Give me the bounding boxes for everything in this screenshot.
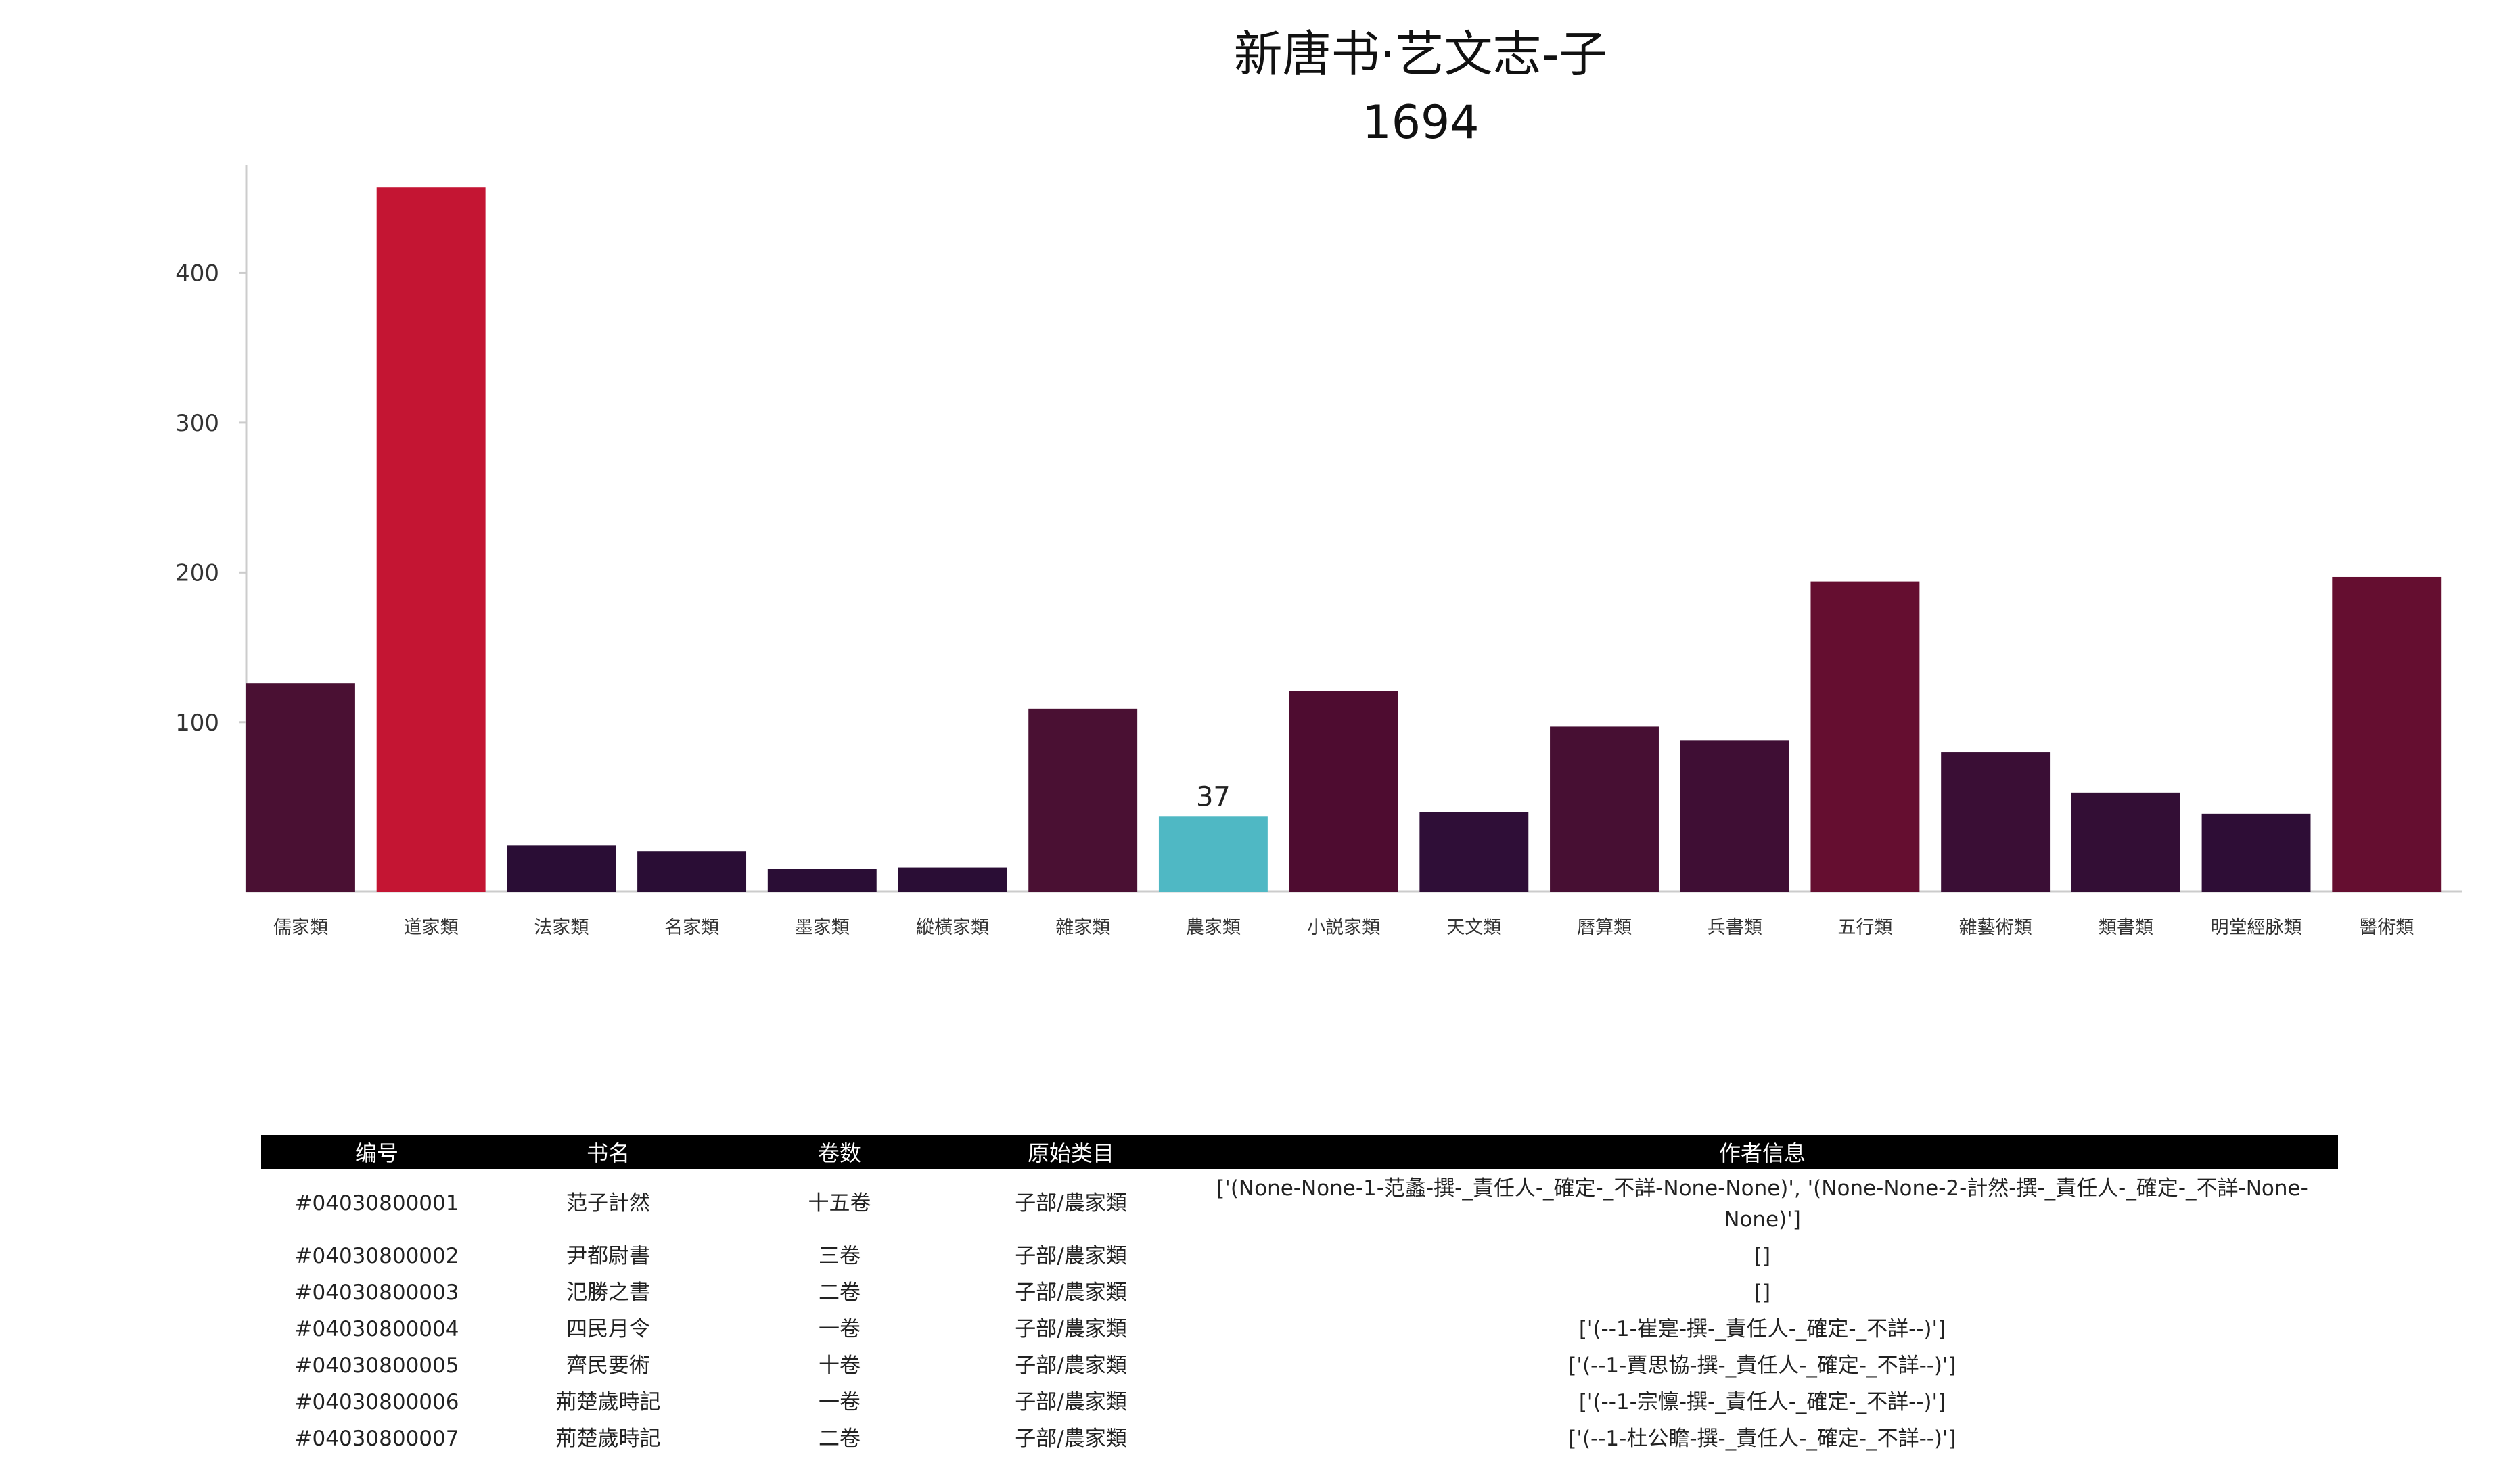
bar-6[interactable] bbox=[898, 867, 1007, 892]
x-tick-label: 雜藝術類 bbox=[1959, 917, 2032, 938]
x-tick-label: 曆算類 bbox=[1577, 917, 1632, 938]
x-tick-label: 縱橫家類 bbox=[916, 917, 989, 938]
table-cell: 十五卷 bbox=[808, 1191, 871, 1216]
table-cell: 范子計然 bbox=[566, 1191, 650, 1216]
table-cell: 子部/農家類 bbox=[1015, 1427, 1127, 1451]
table-cell: 子部/農家類 bbox=[1015, 1191, 1127, 1216]
table-row: #04030800001 范子計然 十五卷 子部/農家類 ['(None-None-1-… bbox=[261, 1169, 2338, 1238]
bar-1[interactable] bbox=[246, 683, 355, 892]
table-cell: 子部/農家類 bbox=[1015, 1244, 1127, 1268]
table-row: #04030800007 荊楚歲時記 二卷 子部/農家類 ['(--1-杜公瞻-撰-_責… bbox=[261, 1420, 2338, 1457]
table-cell: 尹都尉書 bbox=[566, 1244, 650, 1268]
bar-11[interactable] bbox=[1550, 726, 1659, 892]
x-tick-label: 道家類 bbox=[404, 917, 459, 938]
x-tick-label: 農家類 bbox=[1186, 917, 1241, 938]
table-cell: #04030800006 bbox=[294, 1390, 459, 1414]
x-tick-label: 法家類 bbox=[534, 917, 589, 938]
x-tick-label: 兵書類 bbox=[1708, 917, 1762, 938]
x-tick-label: 明堂經脉類 bbox=[2211, 917, 2302, 938]
table-cell: ['(--1-崔寔-撰-_責任人-_確定-_不詳--)'] bbox=[1578, 1317, 1946, 1341]
bars bbox=[246, 187, 2442, 892]
table-row: #04030800002 尹都尉書 三卷 子部/農家類 [] bbox=[261, 1238, 2338, 1274]
table-cell: ['(--1-杜公瞻-撰-_責任人-_確定-_不詳--)'] bbox=[1568, 1427, 1956, 1451]
bar-5[interactable] bbox=[767, 869, 877, 892]
y-tick-label: 400 bbox=[175, 260, 219, 287]
chart-subtitle: 1694 bbox=[1362, 96, 1480, 149]
x-tick-label: 五行類 bbox=[1837, 917, 1892, 938]
table-cell: 二卷 bbox=[819, 1427, 861, 1451]
x-tick-label: 墨家類 bbox=[795, 917, 850, 938]
bar-7[interactable] bbox=[1028, 708, 1138, 892]
table-header-cell: 编号 bbox=[354, 1140, 398, 1166]
chart-title: 新唐书·艺文志-子 bbox=[1233, 26, 1608, 83]
table-cell: 子部/農家類 bbox=[1015, 1317, 1127, 1341]
table-header-cell: 原始类目 bbox=[1027, 1140, 1114, 1166]
table-cell: 三卷 bbox=[819, 1244, 861, 1268]
table-cell: #04030800001 bbox=[294, 1191, 459, 1216]
y-axis-ticks: 100 200 300 400 bbox=[175, 260, 246, 737]
data-labels: 37 bbox=[1196, 781, 1231, 812]
x-tick-label: 天文類 bbox=[1446, 917, 1501, 938]
y-tick-label: 100 bbox=[175, 710, 219, 737]
bar-8[interactable] bbox=[1158, 816, 1268, 892]
table-cell: 一卷 bbox=[819, 1317, 861, 1341]
data-label: 37 bbox=[1196, 781, 1231, 812]
bar-9[interactable] bbox=[1289, 691, 1398, 892]
bar-chart: 100 200 300 400 儒家類 道家類 法家類 名家類 墨家類 縱橫家類 雜家類 農家類 小説… bbox=[175, 165, 2462, 938]
table-row: #04030800005 齊民要術 十卷 子部/農家類 ['(--1-賈思協-撰-_責任… bbox=[261, 1347, 2338, 1384]
table-cell: ['(None-None-1-范蠡-撰-_責任人-_確定-_不詳-None-No… bbox=[1216, 1176, 2308, 1232]
bar-13[interactable] bbox=[1810, 581, 1920, 892]
table-cell: [] bbox=[1754, 1280, 1771, 1305]
table-header-row: 编号 书名 卷数 原始类目 作者信息 bbox=[261, 1135, 2338, 1169]
bar-4[interactable] bbox=[637, 851, 747, 892]
table-cell: ['(--1-賈思協-撰-_責任人-_確定-_不詳--)'] bbox=[1568, 1354, 1956, 1378]
y-tick-label: 200 bbox=[175, 559, 219, 586]
table-body: #04030800001 范子計然 十五卷 子部/農家類 ['(None-None-1-… bbox=[261, 1169, 2338, 1457]
x-tick-label: 類書類 bbox=[2099, 917, 2153, 938]
table-cell: #04030800003 bbox=[294, 1280, 459, 1305]
bar-10[interactable] bbox=[1419, 812, 1529, 892]
x-tick-label: 雜家類 bbox=[1055, 917, 1110, 938]
table-row: #04030800006 荊楚歲時記 一卷 子部/農家類 ['(--1-宗懔-撰-_責任… bbox=[261, 1384, 2338, 1420]
x-axis-tick-labels: 儒家類 道家類 法家類 名家類 墨家類 縱橫家類 雜家類 農家類 小説家類 天文類 曆算類 兵書類 五行… bbox=[273, 917, 2414, 938]
table-cell: 齊民要術 bbox=[566, 1354, 650, 1378]
records-table: 编号 书名 卷数 原始类目 作者信息 #04030800001 范子計然 十五卷 子部/農家類… bbox=[261, 1135, 2338, 1457]
bar-2[interactable] bbox=[376, 187, 486, 892]
table-cell: #04030800007 bbox=[294, 1427, 459, 1451]
bar-17[interactable] bbox=[2332, 576, 2442, 892]
bar-14[interactable] bbox=[1941, 752, 2051, 892]
table-header-cell: 作者信息 bbox=[1718, 1140, 1806, 1166]
bar-15[interactable] bbox=[2071, 792, 2180, 892]
table-header-cell: 书名 bbox=[586, 1140, 630, 1166]
x-tick-label: 名家類 bbox=[664, 917, 719, 938]
table-cell: #04030800002 bbox=[294, 1244, 459, 1268]
x-tick-label: 小説家類 bbox=[1307, 917, 1380, 938]
table-row: #04030800003 氾勝之書 二卷 子部/農家類 [] bbox=[261, 1274, 2338, 1311]
x-tick-label: 醫術類 bbox=[2359, 917, 2414, 938]
table-cell: 荊楚歲時記 bbox=[555, 1427, 661, 1451]
bar-3[interactable] bbox=[507, 845, 616, 892]
x-tick-label: 儒家類 bbox=[273, 917, 328, 938]
table-cell: ['(--1-宗懔-撰-_責任人-_確定-_不詳--)'] bbox=[1578, 1390, 1946, 1414]
table-cell: 子部/農家類 bbox=[1015, 1390, 1127, 1414]
table-row: #04030800004 四民月令 一卷 子部/農家類 ['(--1-崔寔-撰-_責任人… bbox=[261, 1311, 2338, 1347]
table-cell: 荊楚歲時記 bbox=[555, 1390, 661, 1414]
table-header-cell: 卷数 bbox=[817, 1140, 861, 1166]
table-cell: 子部/農家類 bbox=[1015, 1354, 1127, 1378]
table-cell: #04030800005 bbox=[294, 1354, 459, 1378]
table-cell: 一卷 bbox=[819, 1390, 861, 1414]
table-cell: 二卷 bbox=[819, 1280, 861, 1305]
table-cell: #04030800004 bbox=[294, 1317, 459, 1341]
records-table-container: 编号 书名 卷数 原始类目 作者信息 #04030800001 范子計然 十五卷 子部/農家類… bbox=[261, 1135, 2338, 1457]
bar-12[interactable] bbox=[1680, 740, 1789, 892]
table-cell: [] bbox=[1754, 1244, 1771, 1268]
y-tick-label: 300 bbox=[175, 410, 219, 437]
table-cell: 子部/農家類 bbox=[1015, 1280, 1127, 1305]
bar-16[interactable] bbox=[2201, 813, 2311, 892]
table-cell: 氾勝之書 bbox=[566, 1280, 650, 1305]
table-cell: 四民月令 bbox=[566, 1317, 650, 1341]
table-cell: 十卷 bbox=[819, 1354, 861, 1378]
